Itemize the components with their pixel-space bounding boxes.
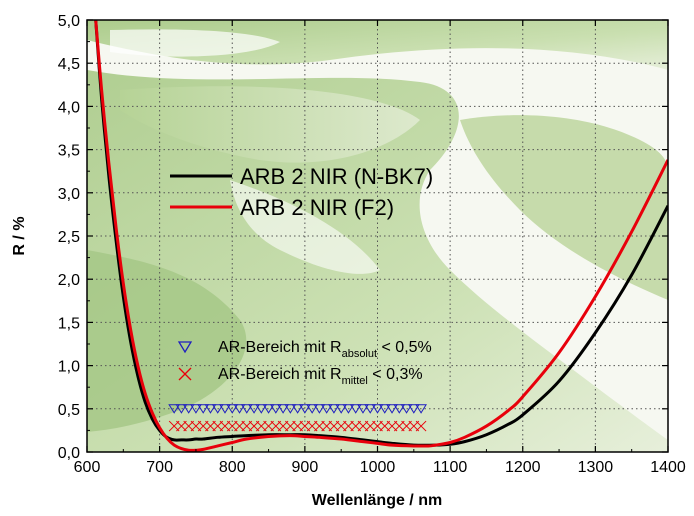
ar-absolut-marker xyxy=(204,404,217,414)
y-tick-label: 4,5 xyxy=(58,56,80,73)
ar-range-markers xyxy=(168,404,427,432)
ar-absolut-marker xyxy=(357,404,369,414)
y-tick-label: 5,0 xyxy=(58,13,80,30)
ar-absolut-marker xyxy=(393,404,406,414)
x-tick-label: 1300 xyxy=(578,459,614,476)
ar-absolut-marker xyxy=(284,404,297,414)
y-tick-label: 4,0 xyxy=(58,99,80,116)
ar-absolut-marker xyxy=(371,404,384,414)
x-tick-labels: 600 700 800 900 1000 1100 1200 1300 1400 xyxy=(74,459,686,476)
legend-x-marker xyxy=(178,367,192,381)
legend-ar-mittel: AR-Bereich mit Rmittel < 0,3% xyxy=(218,366,423,387)
legend-label-f2: ARB 2 NIR (F2) xyxy=(240,195,394,220)
ar-absolut-marker xyxy=(291,404,304,414)
series-line-nbk7 xyxy=(94,20,668,447)
y-tick-labels: 0,0 0,5 1,0 1,5 2,0 2,5 3,0 3,5 4,0 4,5 5,0 xyxy=(58,13,80,462)
ar-legend: AR-Bereich mit Rabsolut < 0,5% AR-Bereic… xyxy=(177,339,432,387)
ar-absolut-marker xyxy=(248,404,260,414)
ar-absolut-marker xyxy=(378,404,391,414)
y-tick-label: 0,0 xyxy=(58,445,80,462)
grid-lines xyxy=(87,20,668,452)
x-tick-label: 800 xyxy=(219,459,246,476)
ar-absolut-marker xyxy=(306,404,319,414)
ar-absolut-marker xyxy=(182,404,195,414)
data-series-layer xyxy=(94,20,668,452)
series-line-f2 xyxy=(94,20,668,452)
ar-mittel-marker xyxy=(415,420,427,432)
x-tick-label: 900 xyxy=(292,459,319,476)
ar-absolut-marker xyxy=(233,404,246,414)
x-tick-label: 1100 xyxy=(433,459,468,476)
ar-absolut-marker xyxy=(415,404,427,414)
x-tick-label: 600 xyxy=(74,459,101,476)
ar-absolut-marker xyxy=(255,404,268,414)
y-tick-label: 1,5 xyxy=(58,315,80,332)
y-tick-label: 0,5 xyxy=(58,402,80,419)
legend-ar-absolut: AR-Bereich mit Rabsolut < 0,5% xyxy=(218,339,432,360)
legend-label-nbk7: ARB 2 NIR (N-BK7) xyxy=(240,164,433,189)
y-tick-label: 3,5 xyxy=(58,143,80,160)
ar-absolut-marker xyxy=(349,404,362,414)
ar-absolut-marker xyxy=(298,404,311,414)
x-tick-label: 1000 xyxy=(360,459,396,476)
ar-absolut-marker xyxy=(277,404,289,414)
ar-absolut-marker xyxy=(262,404,275,414)
x-tick-label: 1200 xyxy=(505,459,541,476)
y-tick-label: 2,0 xyxy=(58,272,80,289)
y-axis-title: R / % xyxy=(11,216,28,255)
ar-absolut-marker xyxy=(386,404,398,414)
y-tick-label: 1,0 xyxy=(58,359,80,376)
ar-absolut-marker xyxy=(211,404,224,414)
x-axis-title: Wellenlänge / nm xyxy=(312,492,442,509)
series-legend: ARB 2 NIR (N-BK7) ARB 2 NIR (F2) xyxy=(170,164,433,220)
y-tick-label: 2,5 xyxy=(58,229,80,246)
ar-absolut-marker xyxy=(328,404,340,414)
ar-absolut-marker xyxy=(313,404,326,414)
x-tick-label: 700 xyxy=(146,459,173,476)
ar-absolut-marker xyxy=(407,404,420,414)
ar-absolut-marker xyxy=(240,404,253,414)
ar-absolut-marker xyxy=(226,404,239,414)
x-tick-label: 1400 xyxy=(650,459,686,476)
y-tick-label: 3,0 xyxy=(58,186,80,203)
ar-absolut-marker xyxy=(364,404,377,414)
ar-absolut-marker xyxy=(197,404,210,414)
ar-absolut-marker xyxy=(342,404,355,414)
ar-absolut-marker xyxy=(335,404,348,414)
ar-absolut-marker xyxy=(219,404,231,414)
ar-absolut-marker xyxy=(320,404,333,414)
ar-absolut-marker xyxy=(175,404,188,414)
ar-absolut-marker xyxy=(269,404,282,414)
legend-triangle-marker xyxy=(177,341,193,354)
ar-absolut-marker xyxy=(190,404,202,414)
ar-absolut-marker xyxy=(400,404,413,414)
ar-absolut-marker xyxy=(168,404,181,414)
axis-ticks xyxy=(86,19,669,453)
